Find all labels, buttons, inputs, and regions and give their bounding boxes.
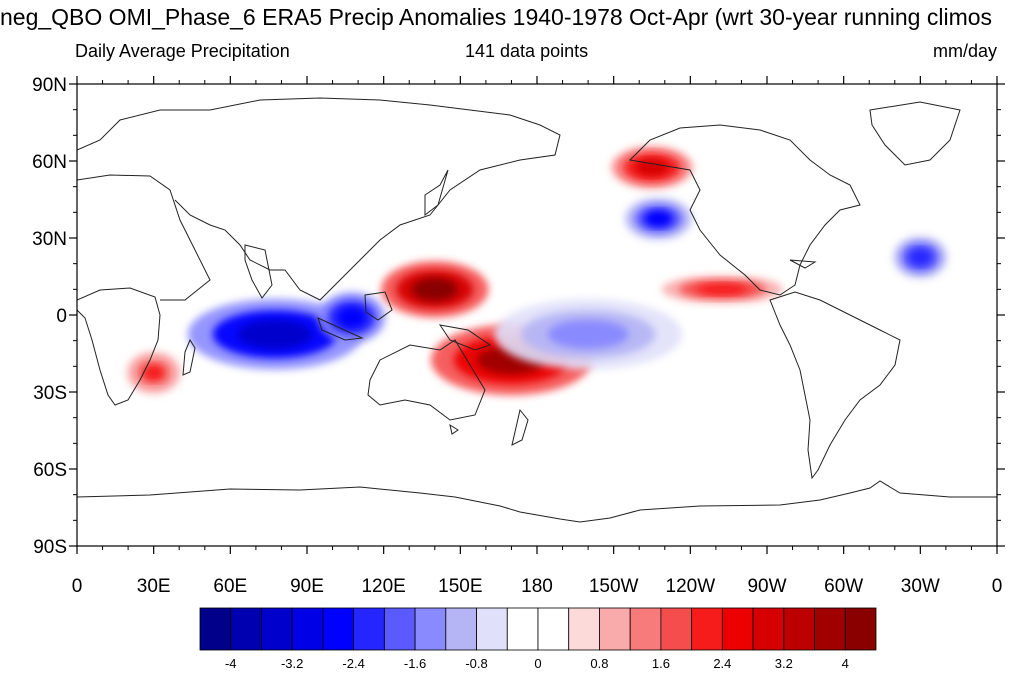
x-tick-label: 60E <box>213 576 247 597</box>
anomaly-core <box>908 248 932 266</box>
colorbar-label: 4 <box>842 656 849 671</box>
x-tick-label: 150E <box>438 576 482 597</box>
colorbar-swatch <box>230 607 262 651</box>
colorbar-label: -0.8 <box>465 656 487 671</box>
colorbar: -4 -3.2 -2.4 -1.6 -0.8 0 0.8 1.6 2.4 3.2 4 <box>199 607 877 671</box>
y-tick-label: 30N <box>32 229 67 250</box>
colorbar-swatch <box>476 607 508 651</box>
colorbar-swatch <box>506 607 539 651</box>
anomaly-core <box>644 210 673 228</box>
colorbar-label: -1.6 <box>404 656 426 671</box>
colorbar-swatch <box>844 607 877 651</box>
colorbar-swatch <box>383 607 416 651</box>
x-tick-label: 120W <box>666 576 716 597</box>
colorbar-label: 3.2 <box>775 656 793 671</box>
x-tick-label: 120E <box>361 576 405 597</box>
x-tick-label: 0 <box>992 576 1003 597</box>
y-tick-label: 0 <box>56 306 67 327</box>
colorbar-label: 0.8 <box>590 656 608 671</box>
anomaly-core <box>337 307 367 328</box>
colorbar-label: 0 <box>534 656 541 671</box>
y-tick-label: 90S <box>33 537 67 558</box>
anomaly-core <box>634 158 670 177</box>
axis-ticks: 0 30E 60E 90E 120E 150E 180 150W 120W 90W 60W 30W 09… <box>32 75 1005 597</box>
subtitle-left: Daily Average Precipitation <box>75 41 290 61</box>
colorbar-swatch <box>660 607 693 651</box>
colorbar-swatch <box>414 607 447 651</box>
colorbar-label: 2.4 <box>713 656 731 671</box>
subtitle-units: mm/day <box>932 41 997 61</box>
anomaly-core <box>411 277 458 301</box>
colorbar-swatch <box>322 607 355 651</box>
x-tick-label: 0 <box>72 576 83 597</box>
colorbar-swatch <box>568 607 600 651</box>
colorbar-label: 1.6 <box>652 656 670 671</box>
colorbar-swatch <box>261 607 293 651</box>
x-tick-label: 60W <box>824 576 863 597</box>
x-tick-label: 90W <box>747 576 786 597</box>
colorbar-swatch <box>537 607 570 651</box>
colorbar-swatch <box>629 607 662 651</box>
y-tick-label: 30S <box>33 383 67 404</box>
colorbar-swatch <box>599 607 631 651</box>
colorbar-swatch <box>445 607 477 651</box>
subtitle-center: 141 data points <box>465 41 589 61</box>
colorbar-swatch <box>691 607 723 651</box>
anomaly-core <box>142 364 166 382</box>
anomaly-core <box>696 283 749 296</box>
y-tick-label: 90N <box>32 75 67 96</box>
colorbar-swatch <box>814 607 846 651</box>
colorbar-label: -2.4 <box>342 656 364 671</box>
chart-title: neg_QBO OMI_Phase_6 ERA5 Precip Anomalie… <box>0 4 993 30</box>
x-tick-label: 30E <box>137 576 171 597</box>
colorbar-label: -3.2 <box>281 656 303 671</box>
colorbar-swatch <box>291 607 324 651</box>
x-tick-label: 180 <box>521 576 553 597</box>
x-tick-label: 150W <box>589 576 639 597</box>
y-tick-label: 60S <box>33 460 67 481</box>
x-tick-label: 30W <box>901 576 940 597</box>
colorbar-swatch <box>752 607 785 651</box>
coastlines <box>77 97 997 523</box>
anomaly-core <box>547 319 629 349</box>
colorbar-swatch <box>721 607 754 651</box>
y-tick-label: 60N <box>32 152 67 173</box>
colorbar-swatch <box>783 607 815 651</box>
colorbar-label: -4 <box>225 656 237 671</box>
x-tick-label: 90E <box>290 576 324 597</box>
colorbar-swatch <box>199 607 232 651</box>
colorbar-swatch <box>353 607 385 651</box>
anomaly-core <box>237 319 313 349</box>
